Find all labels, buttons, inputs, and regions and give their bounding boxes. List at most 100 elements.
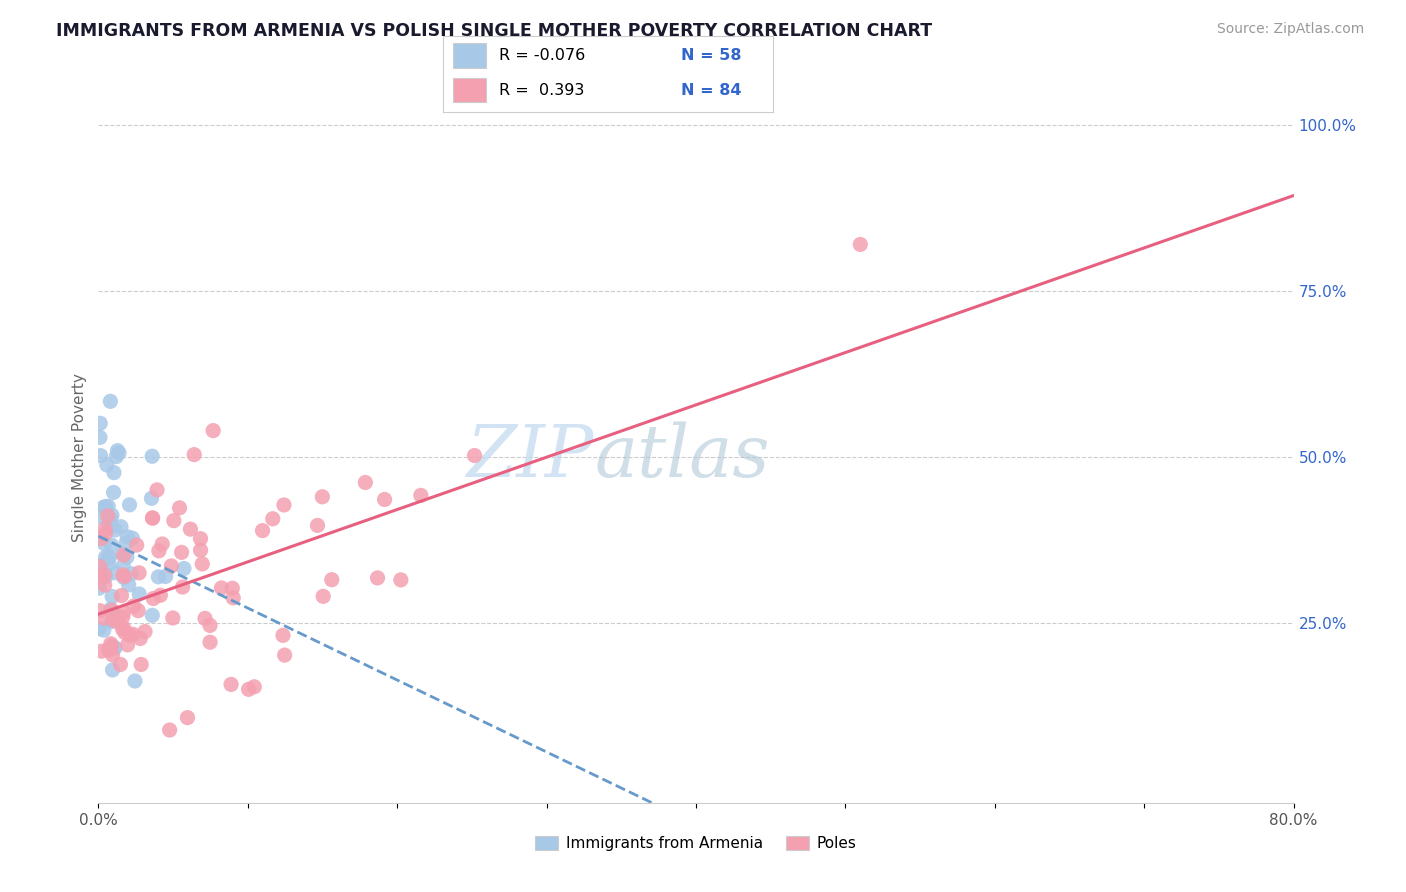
Text: atlas: atlas (595, 422, 770, 492)
Point (118, 498, 141, 512)
Point (107, 443, 129, 458)
Point (101, 648, 124, 662)
Point (90, 449, 112, 463)
Point (93, 578, 115, 592)
Point (127, 604, 149, 618)
Point (110, 589, 132, 603)
Point (191, 557, 214, 571)
Point (94, 526, 117, 541)
Text: N = 84: N = 84 (681, 83, 741, 98)
Point (219, 677, 242, 691)
Point (374, 492, 396, 507)
Point (101, 508, 124, 523)
Point (128, 566, 150, 580)
Point (463, 449, 485, 463)
Point (98, 551, 121, 566)
Point (273, 648, 295, 662)
Point (97, 549, 120, 564)
Point (94, 550, 117, 565)
Point (97, 643, 120, 657)
Point (93, 536, 115, 550)
Point (262, 512, 284, 526)
Point (159, 723, 181, 737)
Point (307, 518, 329, 533)
Point (97, 500, 120, 514)
Text: IMMIGRANTS FROM ARMENIA VS POLISH SINGLE MOTHER POVERTY CORRELATION CHART: IMMIGRANTS FROM ARMENIA VS POLISH SINGLE… (56, 22, 932, 40)
Point (112, 606, 135, 620)
Point (142, 511, 165, 525)
Point (104, 640, 127, 655)
Point (179, 522, 201, 536)
Point (111, 568, 134, 582)
Point (94, 569, 117, 583)
Point (190, 532, 212, 546)
Point (121, 531, 143, 545)
Point (148, 570, 170, 584)
Point (100, 538, 122, 552)
Point (89, 581, 111, 595)
Point (118, 578, 141, 592)
Point (183, 448, 205, 462)
Text: R =  0.393: R = 0.393 (499, 83, 585, 98)
Point (162, 611, 184, 625)
Point (97, 558, 120, 572)
Point (91, 566, 114, 581)
Point (100, 519, 122, 533)
Point (115, 530, 138, 544)
Point (90, 558, 112, 572)
Point (122, 599, 145, 613)
Point (94, 500, 117, 514)
Point (103, 485, 125, 500)
Point (103, 466, 125, 480)
Text: Source: ZipAtlas.com: Source: ZipAtlas.com (1216, 22, 1364, 37)
Point (190, 543, 212, 558)
Point (111, 622, 134, 636)
Point (146, 483, 169, 497)
Bar (453, 78, 486, 103)
Point (141, 450, 163, 464)
Point (103, 640, 125, 655)
Point (243, 680, 266, 694)
Point (114, 625, 136, 640)
Point (321, 573, 343, 587)
Point (100, 639, 122, 653)
Point (149, 588, 172, 602)
Point (97, 508, 120, 523)
Point (198, 635, 221, 649)
Point (122, 627, 145, 641)
Point (98, 394, 121, 409)
Point (89, 622, 111, 636)
Point (89, 430, 111, 444)
Point (101, 613, 124, 627)
Point (100, 637, 122, 651)
Point (96, 458, 118, 472)
Point (90, 644, 112, 658)
Point (112, 558, 135, 573)
Point (273, 498, 295, 512)
Point (155, 569, 177, 583)
Point (94, 522, 117, 536)
Point (148, 544, 170, 558)
Point (101, 663, 124, 677)
Point (112, 548, 135, 562)
Point (105, 450, 128, 464)
Point (110, 519, 132, 533)
Point (104, 523, 127, 537)
Point (93, 611, 115, 625)
Point (107, 615, 129, 629)
Point (354, 475, 377, 490)
Point (141, 608, 163, 623)
Point (89, 604, 111, 618)
Point (176, 711, 198, 725)
Point (114, 569, 136, 583)
Point (111, 610, 134, 624)
Point (100, 602, 122, 616)
Point (173, 561, 195, 575)
Text: R = -0.076: R = -0.076 (499, 48, 585, 63)
Text: N = 58: N = 58 (681, 48, 741, 63)
Point (112, 570, 135, 584)
Point (389, 573, 412, 587)
Point (128, 587, 150, 601)
Point (89, 510, 111, 524)
Point (93, 623, 115, 637)
